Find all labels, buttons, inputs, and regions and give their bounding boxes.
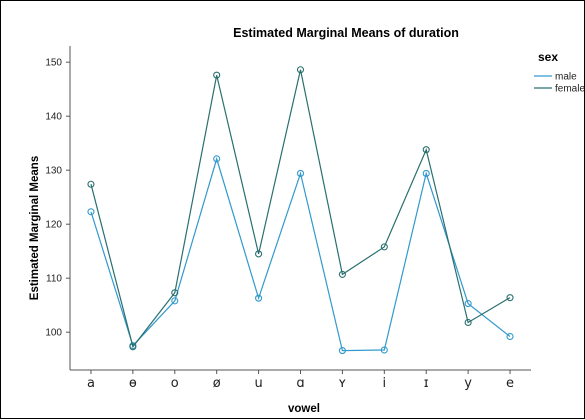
data-point-female (213, 71, 221, 79)
y-tick-label: 150 (45, 58, 62, 69)
series-line-male (90, 156, 511, 352)
y-tick-label: 100 (45, 328, 62, 339)
x-tick-label: y (464, 376, 472, 391)
data-point-female (87, 180, 95, 188)
series-layer (87, 66, 514, 355)
data-point-male (87, 208, 95, 216)
series-male (87, 155, 514, 355)
legend-title: sex (538, 50, 558, 64)
x-tick-label: ɵ (129, 376, 137, 391)
x-tick-label: i (383, 376, 387, 391)
series-female (87, 66, 514, 351)
y-tick-label: 110 (46, 274, 62, 285)
data-point-male (255, 294, 263, 302)
data-point-female (464, 318, 472, 327)
data-point-male (338, 347, 346, 355)
x-tick-label: ʏ (338, 376, 346, 391)
data-point-female (338, 270, 346, 278)
data-point-male (380, 346, 388, 354)
legend-label-female: female (555, 84, 585, 95)
x-tick-label: e (506, 376, 514, 391)
data-point-female (296, 66, 305, 74)
data-point-female (129, 343, 137, 351)
data-point-male (506, 332, 514, 341)
data-point-female (171, 289, 179, 297)
chart-title: Estimated Marginal Means of duration (233, 26, 459, 40)
data-point-female (422, 146, 430, 154)
y-axis-title: Estimated Marginal Means (29, 156, 41, 300)
x-axis-title: vowel (288, 403, 320, 415)
data-point-male (296, 169, 305, 177)
x-tick-label: ɑ (296, 376, 304, 391)
data-point-female (255, 250, 263, 258)
x-tick-label: ɪ (424, 376, 429, 391)
data-point-male (464, 300, 472, 308)
x-tick-label: a (87, 376, 95, 391)
x-tick-label: o (171, 376, 179, 391)
series-line-female (90, 69, 511, 349)
x-tick-label: ø (213, 376, 221, 391)
data-point-male (171, 297, 179, 305)
data-point-female (380, 243, 388, 251)
data-point-male (213, 155, 221, 163)
x-tick-label: u (254, 376, 262, 391)
y-tick-label: 120 (45, 220, 62, 231)
data-point-male (422, 169, 430, 177)
legend-label-male: male (555, 72, 577, 83)
y-tick-label: 130 (45, 166, 62, 177)
y-tick-label: 140 (45, 112, 62, 123)
data-point-female (506, 294, 514, 302)
axes: 100 110 120 130 140 150 a ɵ o ø u ɑ ʏ i ɪ y e (45, 46, 531, 391)
